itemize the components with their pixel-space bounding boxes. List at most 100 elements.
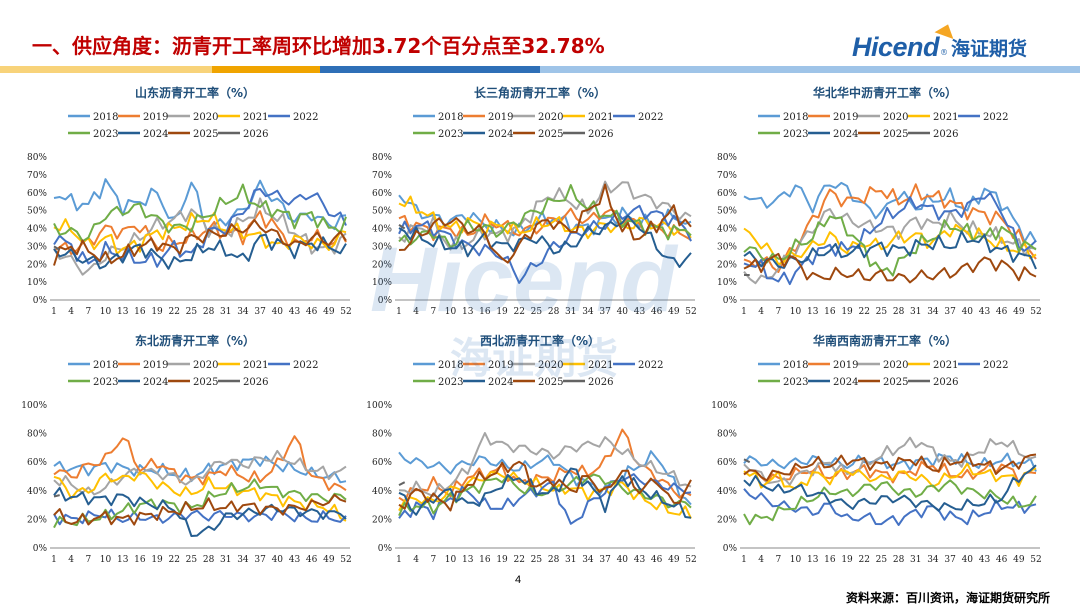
data-source-note: 资料来源：百川资讯，海证期货研究所 xyxy=(845,591,1050,605)
x-tick-label: 4 xyxy=(68,307,74,317)
x-tick-label: 4 xyxy=(413,555,419,565)
legend-label-2018: 2018 xyxy=(438,112,463,123)
x-tick-label: 16 xyxy=(824,555,836,565)
x-tick-label: 31 xyxy=(220,555,231,565)
x-tick-label: 52 xyxy=(1030,307,1041,317)
legend-label-2022: 2022 xyxy=(638,360,663,371)
color-bar-segment-2 xyxy=(212,66,320,73)
series-line-2024 xyxy=(53,233,347,270)
legend-label-2024: 2024 xyxy=(833,129,858,140)
x-tick-label: 31 xyxy=(565,307,576,317)
chart-canvas: 2018 2019 2020 2021 2022 2023 2024 2025 2026 0% 20… xyxy=(21,360,351,565)
series-line-2024 xyxy=(398,467,692,519)
series-line-2023 xyxy=(743,215,1037,277)
x-tick-label: 10 xyxy=(790,307,802,317)
legend-label-2023: 2023 xyxy=(783,129,808,140)
x-tick-label: 25 xyxy=(531,307,543,317)
x-tick-label: 13 xyxy=(462,555,474,565)
y-tick-label: 20% xyxy=(717,260,737,270)
legend-label-2026: 2026 xyxy=(588,377,613,388)
x-tick-label: 34 xyxy=(237,307,249,317)
legend-label-2023: 2023 xyxy=(438,129,463,140)
x-tick-label: 19 xyxy=(841,555,853,565)
series-line-2025 xyxy=(743,451,1037,482)
page-number: 4 xyxy=(514,574,522,586)
x-tick-label: 25 xyxy=(876,555,888,565)
y-tick-label: 40% xyxy=(27,225,47,235)
x-tick-label: 22 xyxy=(169,307,180,317)
logo-registered-mark: ® xyxy=(940,47,949,57)
x-tick-label: 28 xyxy=(893,555,905,565)
x-tick-label: 40 xyxy=(272,307,284,317)
series-line-2022 xyxy=(743,191,1037,286)
x-tick-label: 37 xyxy=(944,555,956,565)
x-tick-label: 19 xyxy=(496,307,508,317)
y-tick-label: 40% xyxy=(372,225,392,235)
series-line-2023 xyxy=(398,184,692,249)
legend-label-2025: 2025 xyxy=(538,377,563,388)
series-line-2025 xyxy=(398,460,692,512)
y-tick-label: 80% xyxy=(717,153,737,163)
y-tick-label: 40% xyxy=(717,225,737,235)
y-tick-label: 40% xyxy=(717,487,737,497)
x-tick-label: 10 xyxy=(445,307,457,317)
series-line-2018 xyxy=(743,181,1037,243)
y-tick-label: 40% xyxy=(27,487,47,497)
x-tick-label: 22 xyxy=(514,555,525,565)
series-line-2025 xyxy=(53,219,347,266)
logo-chinese-name: 海证期货 xyxy=(951,37,1028,60)
y-tick-label: 80% xyxy=(372,153,392,163)
color-bar-segment-4 xyxy=(540,66,1080,73)
legend-label-2025: 2025 xyxy=(883,377,908,388)
series-line-2024 xyxy=(53,486,347,537)
y-tick-label: 80% xyxy=(717,430,737,440)
x-tick-label: 13 xyxy=(807,555,819,565)
y-tick-label: 50% xyxy=(372,207,392,217)
x-tick-label: 22 xyxy=(169,555,180,565)
series-line-2020 xyxy=(398,432,692,498)
legend-label-2022: 2022 xyxy=(638,112,663,123)
x-tick-label: 34 xyxy=(582,307,594,317)
series-line-2022 xyxy=(743,488,1037,526)
y-tick-label: 80% xyxy=(27,153,47,163)
y-tick-label: 20% xyxy=(27,515,47,525)
legend-label-2019: 2019 xyxy=(833,360,858,371)
x-tick-label: 37 xyxy=(599,555,611,565)
series-line-2025 xyxy=(398,183,692,264)
legend-label-2023: 2023 xyxy=(438,377,463,388)
legend-label-2025: 2025 xyxy=(193,377,218,388)
legend-label-2018: 2018 xyxy=(783,360,808,371)
x-tick-label: 7 xyxy=(85,555,91,565)
y-tick-label: 100% xyxy=(711,401,737,411)
legend-label-2022: 2022 xyxy=(293,360,318,371)
y-tick-label: 60% xyxy=(27,189,47,199)
x-tick-label: 16 xyxy=(134,307,146,317)
y-tick-label: 10% xyxy=(717,278,737,288)
x-tick-label: 16 xyxy=(824,307,836,317)
chart-title: 东北沥青开工率（%） xyxy=(134,334,256,348)
series-line-2021 xyxy=(743,462,1037,490)
page-title: 一、供应角度：沥青开工率周环比增加3.72个百分点至32.78% xyxy=(32,34,605,58)
x-tick-label: 37 xyxy=(254,555,266,565)
x-tick-label: 16 xyxy=(479,555,491,565)
series-line-2026 xyxy=(53,245,61,251)
x-tick-label: 49 xyxy=(668,555,680,565)
legend-label-2024: 2024 xyxy=(488,129,513,140)
x-tick-label: 49 xyxy=(1013,307,1025,317)
legend-label-2021: 2021 xyxy=(588,112,613,123)
x-tick-label: 34 xyxy=(927,307,939,317)
y-tick-label: 40% xyxy=(372,487,392,497)
legend-label-2022: 2022 xyxy=(983,112,1008,123)
x-tick-label: 16 xyxy=(479,307,491,317)
chart-title: 华南西南沥青开工率（%） xyxy=(812,334,958,348)
x-tick-label: 52 xyxy=(685,307,696,317)
x-tick-label: 46 xyxy=(651,307,663,317)
legend-label-2021: 2021 xyxy=(588,360,613,371)
series-line-2019 xyxy=(743,460,1037,484)
x-tick-label: 46 xyxy=(996,307,1008,317)
x-tick-label: 40 xyxy=(962,555,974,565)
y-tick-label: 20% xyxy=(27,260,47,270)
y-tick-label: 0% xyxy=(33,296,48,306)
x-tick-label: 31 xyxy=(565,555,576,565)
x-tick-label: 31 xyxy=(910,555,921,565)
